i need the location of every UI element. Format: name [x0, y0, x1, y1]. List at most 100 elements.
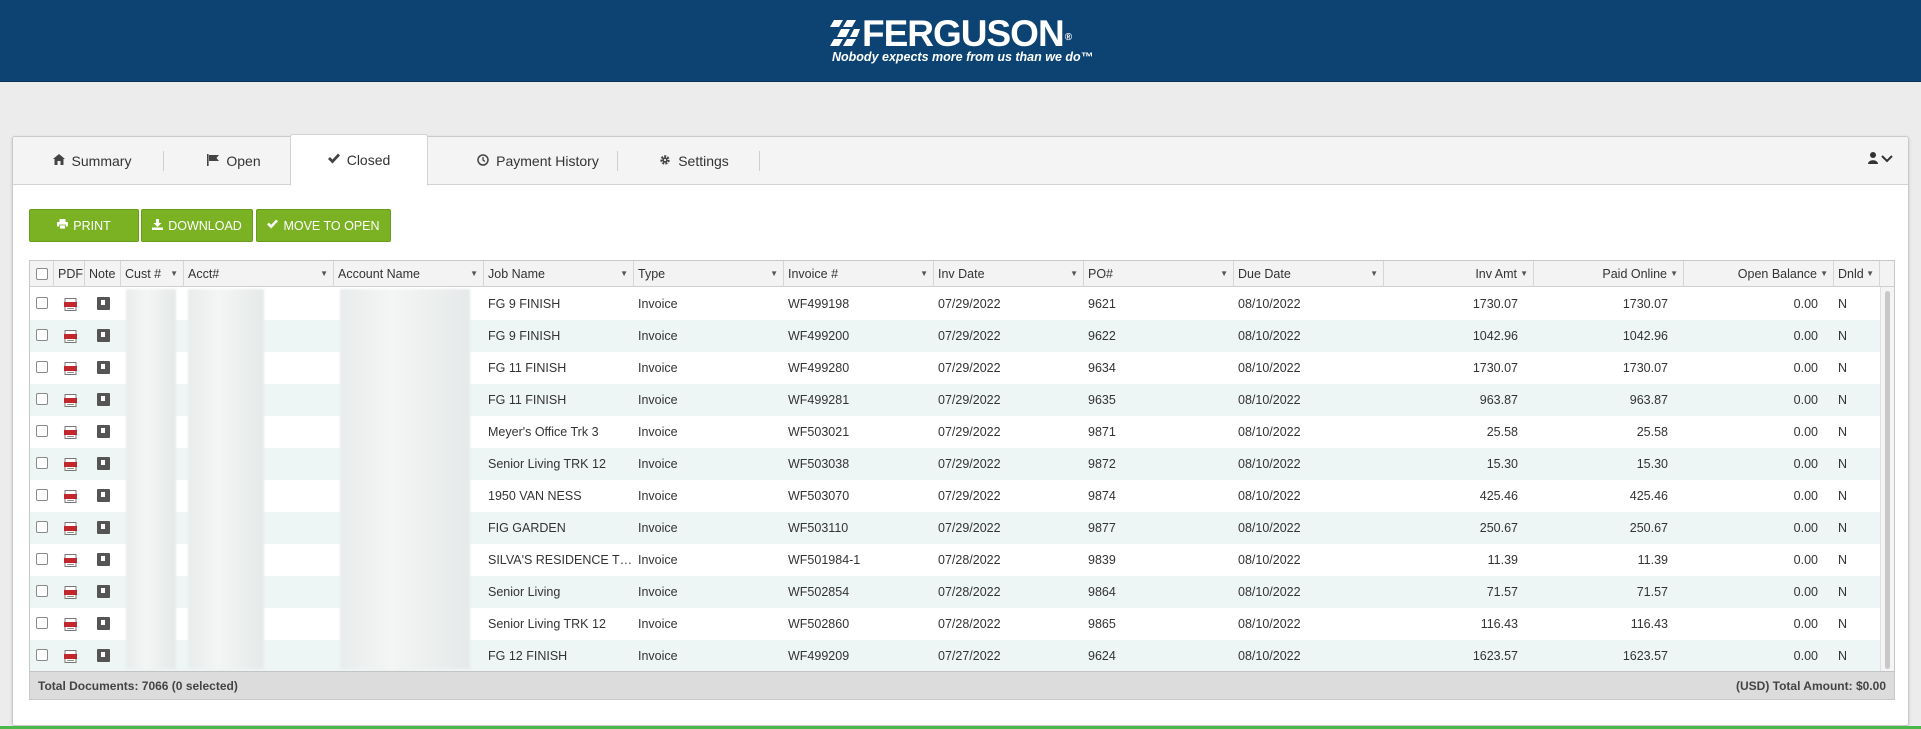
- column-header-account-name[interactable]: Account Name ▼: [334, 261, 484, 287]
- row-checkbox[interactable]: [36, 361, 48, 373]
- cell-inv-date: 07/29/2022: [938, 329, 1001, 343]
- vertical-scrollbar[interactable]: [1880, 287, 1894, 673]
- cell-amt: 116.43: [1480, 617, 1518, 631]
- table-row[interactable]: Senior Living Invoice WF502854 07/28/2022 98…: [30, 576, 1880, 608]
- print-button[interactable]: PRINT: [29, 209, 139, 242]
- cell-job: SILVA'S RESIDENCE TR ...: [488, 553, 634, 567]
- table-row[interactable]: FG 11 FINISH Invoice WF499280 07/29/2022 963…: [30, 352, 1880, 384]
- row-checkbox[interactable]: [36, 457, 48, 469]
- row-checkbox[interactable]: [36, 297, 48, 309]
- check-icon: [267, 219, 279, 232]
- tab-settings[interactable]: Settings: [631, 137, 757, 185]
- note-icon[interactable]: [97, 617, 110, 630]
- pdf-icon[interactable]: [64, 426, 77, 439]
- note-icon[interactable]: [97, 649, 110, 662]
- scrollbar-thumb[interactable]: [1885, 291, 1890, 669]
- note-icon[interactable]: [97, 361, 110, 374]
- move-to-open-button[interactable]: MOVE TO OPEN: [256, 209, 391, 242]
- column-header-type[interactable]: Type ▼: [634, 261, 784, 287]
- cell-inv-date: 07/27/2022: [938, 649, 1001, 663]
- row-checkbox[interactable]: [36, 425, 48, 437]
- column-header-cust[interactable]: Cust # ▼: [121, 261, 184, 287]
- column-header-po[interactable]: PO# ▼: [1084, 261, 1234, 287]
- cell-inv-date: 07/28/2022: [938, 553, 1001, 567]
- note-icon[interactable]: [97, 457, 110, 470]
- cell-amt: 25.58: [1486, 425, 1518, 439]
- flag-icon: [207, 153, 220, 169]
- cell-due: 08/10/2022: [1238, 457, 1301, 471]
- column-header-pdf[interactable]: PDF: [54, 261, 85, 287]
- column-header-paid-online[interactable]: Paid Online ▼: [1534, 261, 1684, 287]
- cell-open: 0.00: [1793, 393, 1818, 407]
- ferguson-logo[interactable]: FERGUSON® Nobody expects more from us th…: [830, 14, 1100, 66]
- user-menu[interactable]: [1868, 151, 1894, 168]
- table-row[interactable]: Senior Living TRK 12 Invoice WF503038 07/29…: [30, 448, 1880, 480]
- column-header-invoice[interactable]: Invoice # ▼: [784, 261, 934, 287]
- cell-amt: 963.87: [1479, 393, 1518, 407]
- site-header: FERGUSON® Nobody expects more from us th…: [0, 0, 1921, 82]
- column-header-inv-date[interactable]: Inv Date ▼: [934, 261, 1084, 287]
- sort-caret-icon: ▼: [1820, 269, 1828, 278]
- pdf-icon[interactable]: [64, 458, 77, 471]
- pdf-icon[interactable]: [64, 394, 77, 407]
- table-row[interactable]: FG 12 FINISH Invoice WF499209 07/27/2022 962…: [30, 640, 1880, 672]
- row-checkbox[interactable]: [36, 329, 48, 341]
- note-icon[interactable]: [97, 489, 110, 502]
- pdf-icon[interactable]: [64, 298, 77, 311]
- column-header-acct[interactable]: Acct# ▼: [184, 261, 334, 287]
- row-checkbox[interactable]: [36, 489, 48, 501]
- pdf-icon[interactable]: [64, 618, 77, 631]
- cell-inv-date: 07/29/2022: [938, 297, 1001, 311]
- pdf-icon[interactable]: [64, 330, 77, 343]
- brand-tagline: Nobody expects more from us than we do™: [832, 50, 1094, 64]
- pdf-icon[interactable]: [64, 522, 77, 535]
- tab-open[interactable]: Open: [171, 137, 297, 185]
- note-icon[interactable]: [97, 425, 110, 438]
- row-checkbox[interactable]: [36, 553, 48, 565]
- pdf-icon[interactable]: [64, 362, 77, 375]
- column-header-due-date[interactable]: Due Date ▼: [1234, 261, 1384, 287]
- table-row[interactable]: SILVA'S RESIDENCE TR ... Invoice WF501984-…: [30, 544, 1880, 576]
- column-header-note[interactable]: Note: [85, 261, 121, 287]
- pdf-icon[interactable]: [64, 490, 77, 503]
- table-row[interactable]: Senior Living TRK 12 Invoice WF502860 07/28…: [30, 608, 1880, 640]
- tab-summary[interactable]: Summary: [29, 137, 155, 185]
- cell-paid: 250.67: [1629, 521, 1668, 535]
- note-icon[interactable]: [97, 297, 110, 310]
- note-icon[interactable]: [97, 393, 110, 406]
- row-checkbox[interactable]: [36, 521, 48, 533]
- redacted-cust-column: [126, 289, 176, 669]
- select-all-checkbox[interactable]: [36, 268, 48, 280]
- column-header-acct-label: Acct#: [188, 267, 220, 281]
- note-icon[interactable]: [97, 521, 110, 534]
- column-header-inv-amt[interactable]: Inv Amt ▼: [1384, 261, 1534, 287]
- column-header-dnld[interactable]: Dnld ▼: [1834, 261, 1880, 287]
- row-checkbox[interactable]: [36, 393, 48, 405]
- table-row[interactable]: FG 9 FINISH Invoice WF499198 07/29/2022 9621…: [30, 288, 1880, 320]
- cell-inv-date: 07/29/2022: [938, 361, 1001, 375]
- note-icon[interactable]: [97, 329, 110, 342]
- download-button[interactable]: DOWNLOAD: [141, 209, 253, 242]
- tab-payment-history[interactable]: Payment History: [453, 137, 623, 185]
- column-header-open-balance[interactable]: Open Balance ▼: [1684, 261, 1834, 287]
- note-icon[interactable]: [97, 585, 110, 598]
- row-checkbox[interactable]: [36, 649, 48, 661]
- pdf-icon[interactable]: [64, 650, 77, 663]
- row-checkbox[interactable]: [36, 617, 48, 629]
- pdf-icon[interactable]: [64, 554, 77, 567]
- brand-name: FERGUSON®: [862, 13, 1072, 54]
- table-row[interactable]: Meyer's Office Trk 3 Invoice WF503021 07/29…: [30, 416, 1880, 448]
- tab-closed[interactable]: Closed: [290, 134, 428, 186]
- cell-job: FIG GARDEN: [488, 521, 566, 535]
- row-checkbox[interactable]: [36, 585, 48, 597]
- cell-due: 08/10/2022: [1238, 617, 1301, 631]
- cell-invoice: WF499281: [788, 393, 850, 407]
- cell-type: Invoice: [638, 489, 678, 503]
- column-header-job-name[interactable]: Job Name ▼: [484, 261, 634, 287]
- pdf-icon[interactable]: [64, 586, 77, 599]
- table-row[interactable]: FG 9 FINISH Invoice WF499200 07/29/2022 9622…: [30, 320, 1880, 352]
- table-row[interactable]: 1950 VAN NESS Invoice WF503070 07/29/2022 98…: [30, 480, 1880, 512]
- note-icon[interactable]: [97, 553, 110, 566]
- table-row[interactable]: FG 11 FINISH Invoice WF499281 07/29/2022 963…: [30, 384, 1880, 416]
- table-row[interactable]: FIG GARDEN Invoice WF503110 07/29/2022 9877 0…: [30, 512, 1880, 544]
